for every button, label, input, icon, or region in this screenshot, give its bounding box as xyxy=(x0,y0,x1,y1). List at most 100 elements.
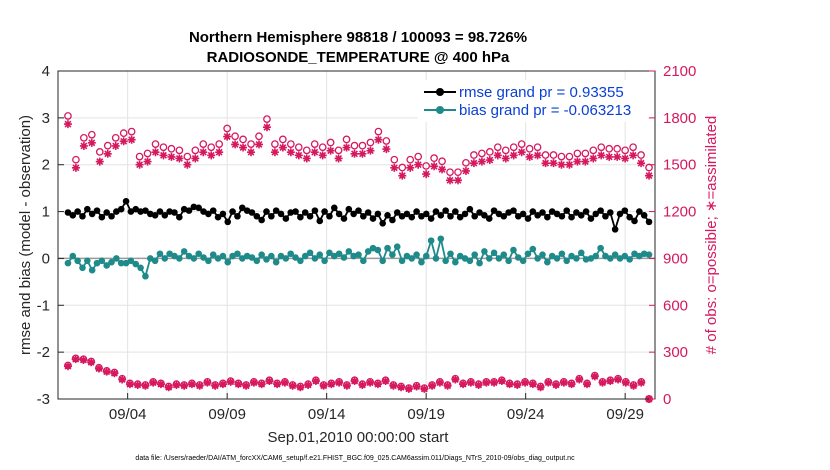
rmse-point xyxy=(471,212,479,220)
bias-point xyxy=(176,255,183,262)
assimilated-obs-marker-low xyxy=(249,378,258,387)
possible-obs-marker xyxy=(478,149,486,158)
assimilated-obs-marker xyxy=(262,123,271,132)
y-left-tick-label: -1 xyxy=(37,297,50,314)
rmse-point xyxy=(500,212,508,220)
assimilated-obs-marker-low xyxy=(102,367,111,376)
bias-point xyxy=(161,255,169,262)
bias-point xyxy=(408,255,416,262)
rmse-point xyxy=(263,208,270,215)
assimilated-obs-marker xyxy=(302,154,311,163)
assimilated-obs-marker-low xyxy=(404,384,413,393)
rmse-point xyxy=(568,213,575,221)
bias-point xyxy=(137,264,144,272)
possible-obs-marker xyxy=(286,140,295,148)
rmse-point xyxy=(393,209,401,216)
rmse-point xyxy=(452,208,459,215)
possible-obs-marker xyxy=(95,148,104,156)
y-right-tick-label: 600 xyxy=(663,297,688,314)
rmse-point xyxy=(573,209,580,216)
legend-rmse-label: rmse grand pr = 0.93355 xyxy=(459,84,624,101)
x-tick-label: 09/29 xyxy=(606,406,644,423)
assimilated-obs-marker-low xyxy=(606,377,615,386)
possible-obs-marker xyxy=(255,132,263,141)
assimilated-obs-marker xyxy=(199,148,208,157)
assimilated-obs-marker xyxy=(469,159,478,168)
assimilated-obs-marker xyxy=(270,148,279,157)
bias-point xyxy=(316,251,324,258)
assimilated-obs-marker xyxy=(461,166,470,175)
rmse-point xyxy=(369,215,377,222)
possible-obs-marker xyxy=(597,143,606,152)
rmse-point xyxy=(626,213,633,221)
rmse-point xyxy=(577,212,585,219)
assimilated-obs-marker xyxy=(278,143,287,152)
assimilated-obs-marker xyxy=(453,176,462,185)
bias-point xyxy=(306,249,314,257)
assimilated-obs-marker-low xyxy=(474,380,483,389)
rmse-series xyxy=(64,197,653,233)
assimilated-obs-marker xyxy=(581,157,590,166)
assimilated-obs-marker-low xyxy=(389,381,398,390)
rmse-point xyxy=(490,207,498,214)
possible-obs-marker xyxy=(207,143,216,152)
bias-point xyxy=(452,258,459,266)
assimilated-obs-marker xyxy=(334,154,343,163)
assimilated-obs-marker-low xyxy=(366,378,375,387)
rmse-point xyxy=(563,207,571,214)
bias-point xyxy=(180,248,188,255)
bias-point xyxy=(476,259,483,267)
x-tick-label: 09/19 xyxy=(407,406,445,423)
rmse-point xyxy=(272,207,280,214)
rmse-point xyxy=(360,212,367,220)
possible-obs-marker xyxy=(310,140,319,148)
possible-obs-marker xyxy=(119,129,128,138)
rmse-point xyxy=(631,217,638,225)
possible-obs-marker xyxy=(493,143,502,152)
possible-obs-marker xyxy=(159,143,168,152)
bias-point xyxy=(84,257,91,265)
assimilated-obs-marker xyxy=(207,151,216,160)
assimilated-obs-marker xyxy=(231,140,240,149)
assimilated-obs-marker xyxy=(382,145,391,154)
assimilated-obs-marker xyxy=(318,151,327,160)
bias-point xyxy=(389,251,396,258)
rmse-point xyxy=(282,215,290,222)
bias-point xyxy=(282,255,290,262)
bias-point xyxy=(529,245,537,253)
assimilated-obs-marker xyxy=(573,157,582,166)
assimilated-obs-marker xyxy=(366,146,375,155)
y-right-tick-label: 1200 xyxy=(663,204,696,221)
assimilated-obs-marker xyxy=(517,148,526,157)
rmse-point xyxy=(432,208,440,215)
bias-point xyxy=(427,237,435,244)
assimilated-obs-marker-low xyxy=(397,383,406,392)
assimilated-obs-marker xyxy=(215,148,224,157)
rmse-point xyxy=(374,210,382,218)
assimilated-obs-marker-low xyxy=(304,380,313,389)
assimilated-obs-marker-low xyxy=(621,378,630,387)
rmse-point xyxy=(611,226,619,233)
rmse-point xyxy=(350,210,357,218)
rmse-point xyxy=(403,210,411,218)
bias-point xyxy=(88,266,96,274)
legend: rmse grand pr = 0.93355 bias grand pr = … xyxy=(418,80,648,122)
possible-obs-marker xyxy=(382,137,391,145)
rmse-point xyxy=(229,208,236,215)
legend-bias-label: bias grand pr = -0.063213 xyxy=(459,102,631,119)
assimilated-obs-marker-low xyxy=(466,378,475,387)
rmse-point xyxy=(602,212,609,220)
possible-obs-marker xyxy=(501,146,510,155)
rmse-point xyxy=(606,209,614,216)
assimilated-obs-marker xyxy=(183,160,192,169)
chart-title-line2: RADIOSONDE_TEMPERATURE @ 400 hPa xyxy=(207,49,510,66)
rmse-point xyxy=(74,208,81,215)
bias-point xyxy=(360,257,367,265)
rmse-point xyxy=(224,218,232,226)
rmse-point xyxy=(209,207,217,214)
assimilated-obs-marker xyxy=(71,163,80,172)
rmse-point xyxy=(437,212,445,219)
assimilated-obs-marker xyxy=(430,162,439,171)
rmse-point xyxy=(195,204,202,212)
bias-point xyxy=(103,262,110,269)
